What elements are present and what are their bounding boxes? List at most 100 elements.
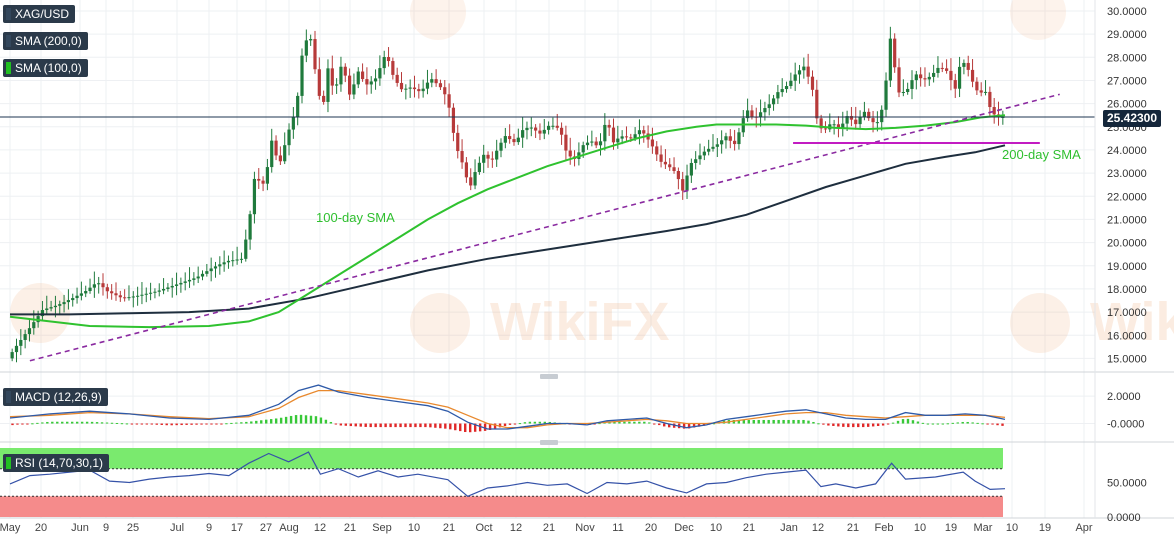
candle <box>464 157 469 183</box>
candle-body <box>322 95 326 102</box>
candle <box>858 110 862 129</box>
candle-body <box>585 142 590 146</box>
candle <box>84 285 88 298</box>
candle <box>365 67 369 95</box>
macd-histogram-bar <box>314 416 318 424</box>
candle <box>979 82 983 97</box>
macd-histogram-bar <box>737 419 741 424</box>
macd-histogram-bar <box>747 419 750 424</box>
macd-histogram-bar <box>374 423 377 428</box>
x-tick-label: 27 <box>260 522 272 534</box>
candle <box>283 132 287 165</box>
candle <box>880 105 884 131</box>
x-tick-label: Apr <box>1075 522 1092 534</box>
x-tick-label: 25 <box>127 522 139 534</box>
badge-xagusd[interactable]: XAG/USD <box>3 5 76 23</box>
candle-body <box>672 167 676 172</box>
macd-histogram-bar <box>687 423 691 429</box>
candle-body <box>460 151 464 163</box>
candle <box>659 145 663 168</box>
candle-body <box>118 295 122 298</box>
candle-body <box>343 66 347 76</box>
macd-panel <box>9 384 1006 433</box>
badge-sma100[interactable]: SMA (100,0) <box>3 59 88 77</box>
candle-body <box>988 91 992 108</box>
watermark-logo <box>410 0 466 40</box>
candle <box>291 107 295 139</box>
candle-body <box>758 112 763 118</box>
macd-histogram-bar <box>294 415 298 424</box>
candle-body <box>283 145 287 162</box>
macd-histogram-bar <box>265 419 268 424</box>
candle <box>187 267 192 288</box>
candle <box>23 329 27 349</box>
candle <box>672 157 676 174</box>
macd-histogram-bar <box>304 415 308 424</box>
candle-body <box>430 79 434 83</box>
candle-body <box>897 67 901 93</box>
macd-histogram-bar <box>1001 423 1004 426</box>
macd-histogram-bar <box>160 423 163 425</box>
macd-histogram-bar <box>110 422 114 424</box>
candle <box>767 94 771 116</box>
candle <box>412 75 417 98</box>
candle-body <box>213 266 218 269</box>
candle <box>469 168 473 191</box>
macd-histogram-bar <box>493 423 497 429</box>
candle <box>715 138 719 158</box>
x-tick-label: 9 <box>103 522 109 534</box>
macd-histogram-bar <box>299 414 303 424</box>
candle <box>841 111 845 137</box>
candle-body <box>815 89 819 119</box>
macd-histogram-bar <box>155 423 158 425</box>
candle-body <box>265 167 270 184</box>
candle <box>720 130 724 154</box>
candle-body <box>516 137 520 143</box>
macd-histogram-bar <box>538 421 542 424</box>
candle-body <box>720 140 724 145</box>
macd-histogram-bar <box>150 423 153 425</box>
candle-body <box>668 164 672 168</box>
watermark-text: WikiFX <box>490 292 670 352</box>
candle <box>399 72 404 93</box>
macd-histogram-bar <box>130 423 134 425</box>
candle <box>689 158 693 183</box>
macd-histogram-bar <box>56 421 59 424</box>
candle <box>92 271 96 298</box>
y-tick-label: 0.0000 <box>1107 512 1141 524</box>
candle-body <box>858 116 862 125</box>
macd-histogram-bar <box>225 423 228 425</box>
candle <box>235 246 239 265</box>
candle-body <box>443 87 447 95</box>
candle <box>408 79 412 98</box>
candle-body <box>992 107 996 115</box>
macd-histogram-bar <box>115 422 119 424</box>
macd-histogram-bar <box>51 421 54 424</box>
watermark-text: WikiFX <box>1090 292 1174 352</box>
macd-histogram-bar <box>31 423 34 425</box>
candle <box>326 59 330 113</box>
candle-body <box>66 300 71 303</box>
macd-histogram-bar <box>767 419 770 424</box>
badge-rsi[interactable]: RSI (14,70,30,1) <box>3 454 110 472</box>
y-tick-label: 26.0000 <box>1107 99 1147 111</box>
candle <box>983 80 988 96</box>
candle <box>797 64 802 84</box>
candle <box>624 126 629 143</box>
candle-body <box>771 98 776 105</box>
candle-body <box>568 150 572 157</box>
candle <box>391 57 395 80</box>
candle <box>776 84 780 104</box>
candle <box>594 137 598 149</box>
candle <box>676 167 680 190</box>
candle <box>62 294 66 313</box>
macd-histogram-bar <box>454 423 457 431</box>
macd-histogram-bar <box>483 423 487 431</box>
badge-sma200[interactable]: SMA (200,0) <box>3 32 88 50</box>
candle-body <box>412 87 417 90</box>
macd-histogram-bar <box>190 423 193 425</box>
macd-histogram-bar <box>742 419 746 424</box>
badge-macd[interactable]: MACD (12,26,9) <box>3 388 108 406</box>
candle <box>495 139 499 167</box>
candle <box>888 26 892 88</box>
